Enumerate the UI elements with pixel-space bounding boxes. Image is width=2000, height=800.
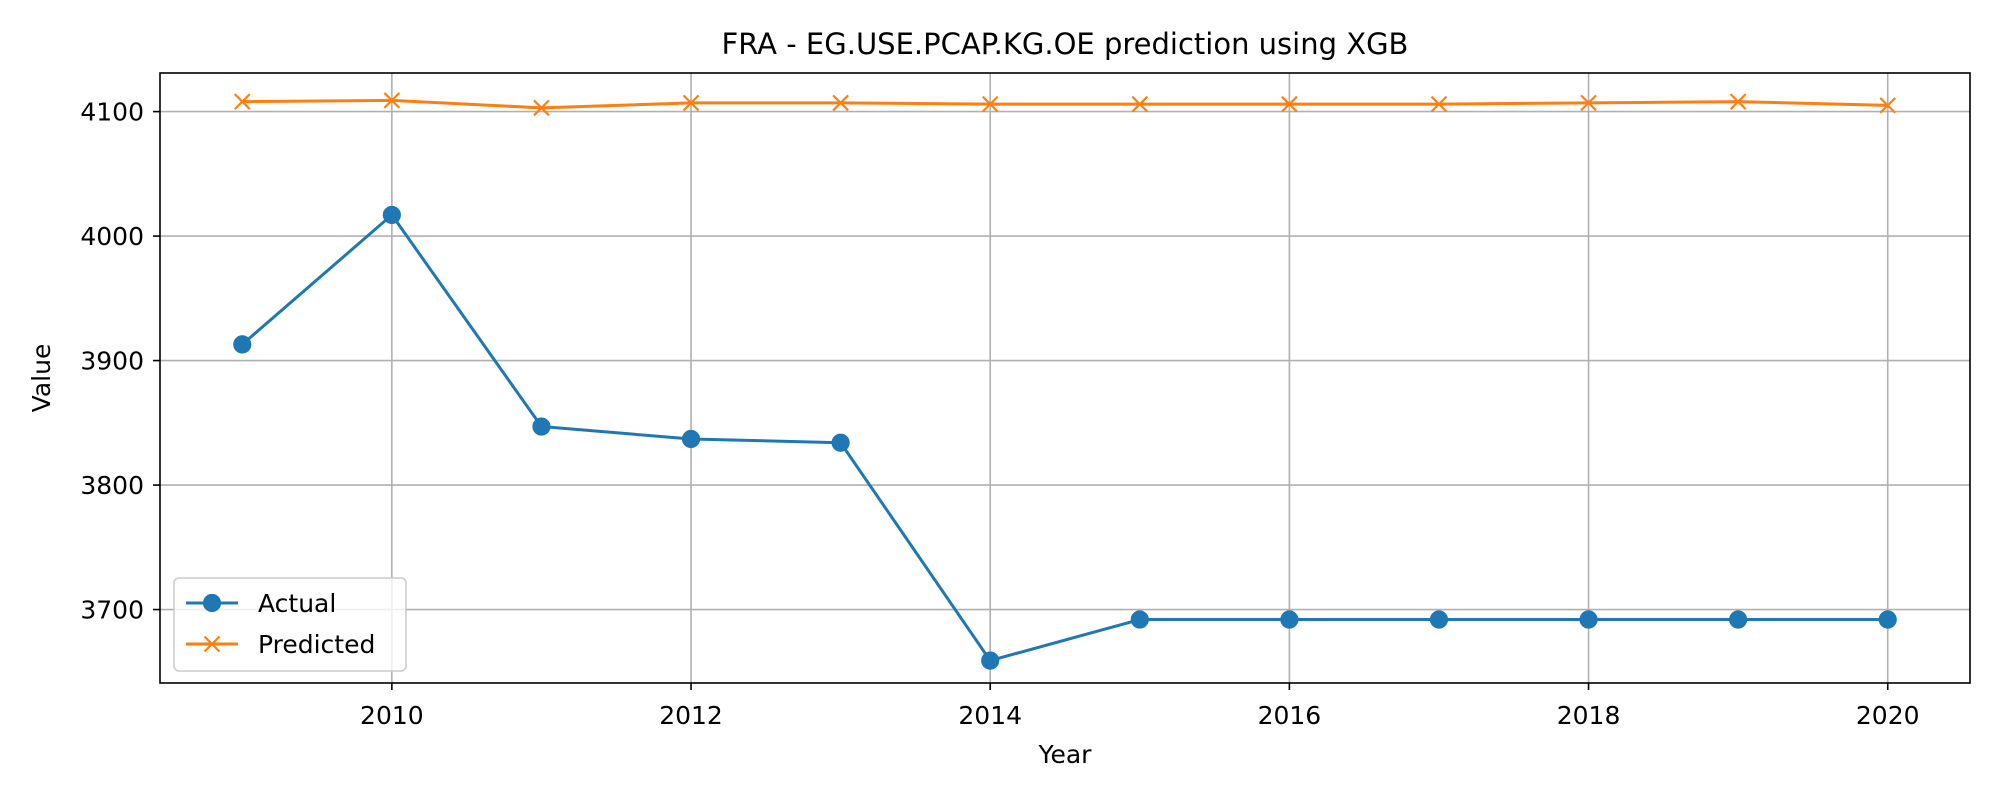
data-point-predicted (1580, 94, 1597, 112)
grid-layer (160, 73, 1970, 683)
data-point-actual (532, 417, 551, 436)
data-point-predicted (981, 95, 999, 113)
data-point-actual (681, 429, 701, 449)
x-tick-label: 2012 (659, 701, 723, 730)
series-actual (233, 205, 1897, 670)
legend-marker-actual (202, 593, 222, 613)
data-point-predicted (1430, 95, 1448, 113)
data-point-predicted (832, 94, 849, 112)
data-point-actual (1429, 610, 1449, 629)
y-tick-label: 3700 (80, 596, 144, 625)
data-point-actual (1878, 610, 1897, 629)
y-tick-label: 3900 (80, 347, 144, 376)
data-point-actual (382, 205, 401, 225)
data-point-actual (1729, 610, 1748, 629)
series-line-actual (241, 213, 1888, 663)
legend-box (173, 577, 407, 672)
data-point-predicted (682, 94, 700, 112)
x-tick-label: 2014 (958, 701, 1022, 730)
data-point-predicted (533, 99, 550, 117)
x-tick-label: 2018 (1557, 701, 1621, 730)
data-point-actual (1280, 610, 1299, 629)
y-tick-label: 4100 (80, 98, 144, 127)
x-axis-label: Year (1038, 740, 1093, 769)
tick-layer: 2010 2012 2014 2016 2018 2020 3700 3800 3900 4000… (80, 98, 1919, 730)
data-point-actual (981, 651, 1000, 670)
data-point-actual (233, 335, 252, 354)
data-point-predicted (1729, 93, 1747, 110)
data-point-predicted (1281, 95, 1298, 113)
plot-frame (159, 72, 1971, 684)
x-tick-label: 2010 (360, 701, 424, 730)
series-predicted (233, 92, 1897, 117)
data-point-actual (1130, 610, 1149, 629)
y-tick-label: 4000 (80, 222, 144, 251)
legend-marker-predicted (203, 635, 221, 653)
legend: Actual Predicted (173, 577, 407, 672)
data-point-actual (831, 433, 850, 452)
x-tick-label: 2020 (1856, 701, 1920, 730)
data-point-predicted (1131, 95, 1149, 113)
x-tick-label: 2016 (1258, 701, 1322, 730)
series-line-predicted (242, 98, 1888, 110)
data-point-predicted (233, 93, 251, 110)
legend-label-predicted: Predicted (258, 630, 375, 659)
legend-label-actual: Actual (258, 589, 336, 618)
data-point-predicted (383, 92, 401, 109)
data-point-actual (1579, 610, 1598, 629)
chart-title: FRA - EG.USE.PCAP.KG.OE prediction using… (722, 27, 1409, 61)
y-tick-label: 3800 (80, 471, 144, 500)
series-layer (233, 92, 1897, 670)
y-axis-label: Value (27, 344, 56, 413)
data-point-predicted (1879, 97, 1897, 114)
